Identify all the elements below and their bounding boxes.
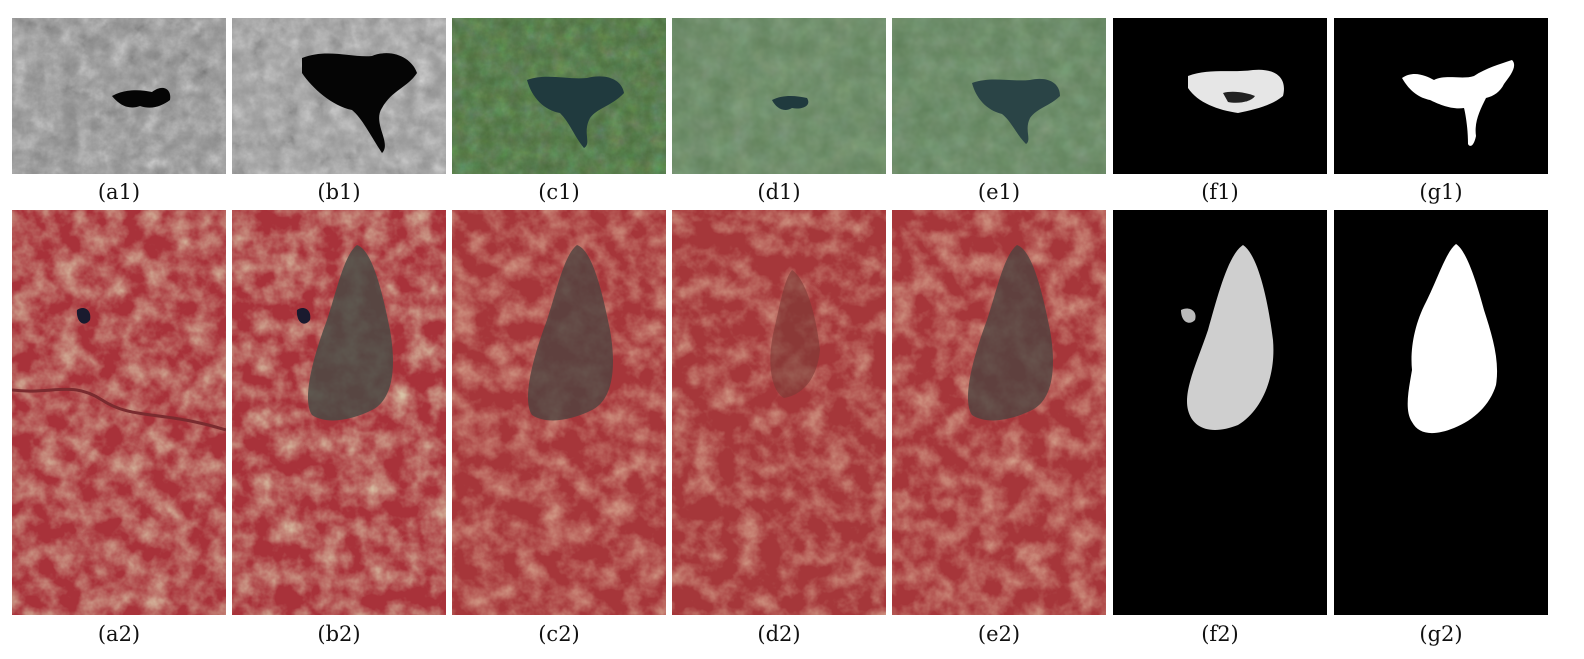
caption-a1: (a1) — [97, 180, 141, 204]
image-e2-false-color — [892, 210, 1106, 615]
image-d1-rgb — [672, 18, 886, 174]
image-a1-grayscale — [12, 18, 226, 174]
caption-f2: (f2) — [1201, 622, 1239, 646]
caption-g2: (g2) — [1419, 622, 1463, 646]
image-c1-rgb — [452, 18, 666, 174]
caption-d2: (d2) — [757, 622, 801, 646]
image-g2-mask — [1334, 210, 1548, 615]
caption-b2: (b2) — [317, 622, 361, 646]
image-c2-false-color — [452, 210, 666, 615]
image-f2-difference-map — [1113, 210, 1327, 615]
image-g1-mask — [1334, 18, 1548, 174]
caption-b1: (b1) — [317, 180, 361, 204]
caption-d1: (d1) — [757, 180, 801, 204]
caption-e2: (e2) — [977, 622, 1021, 646]
caption-c1: (c1) — [538, 180, 580, 204]
caption-e1: (e1) — [977, 180, 1021, 204]
image-a2-false-color — [12, 210, 226, 615]
caption-c2: (c2) — [538, 622, 580, 646]
image-b1-grayscale — [232, 18, 446, 174]
caption-a2: (a2) — [97, 622, 141, 646]
caption-f1: (f1) — [1201, 180, 1239, 204]
image-b2-false-color — [232, 210, 446, 615]
image-f1-difference-map — [1113, 18, 1327, 174]
caption-g1: (g1) — [1419, 180, 1463, 204]
image-d2-false-color — [672, 210, 886, 615]
image-e1-rgb — [892, 18, 1106, 174]
